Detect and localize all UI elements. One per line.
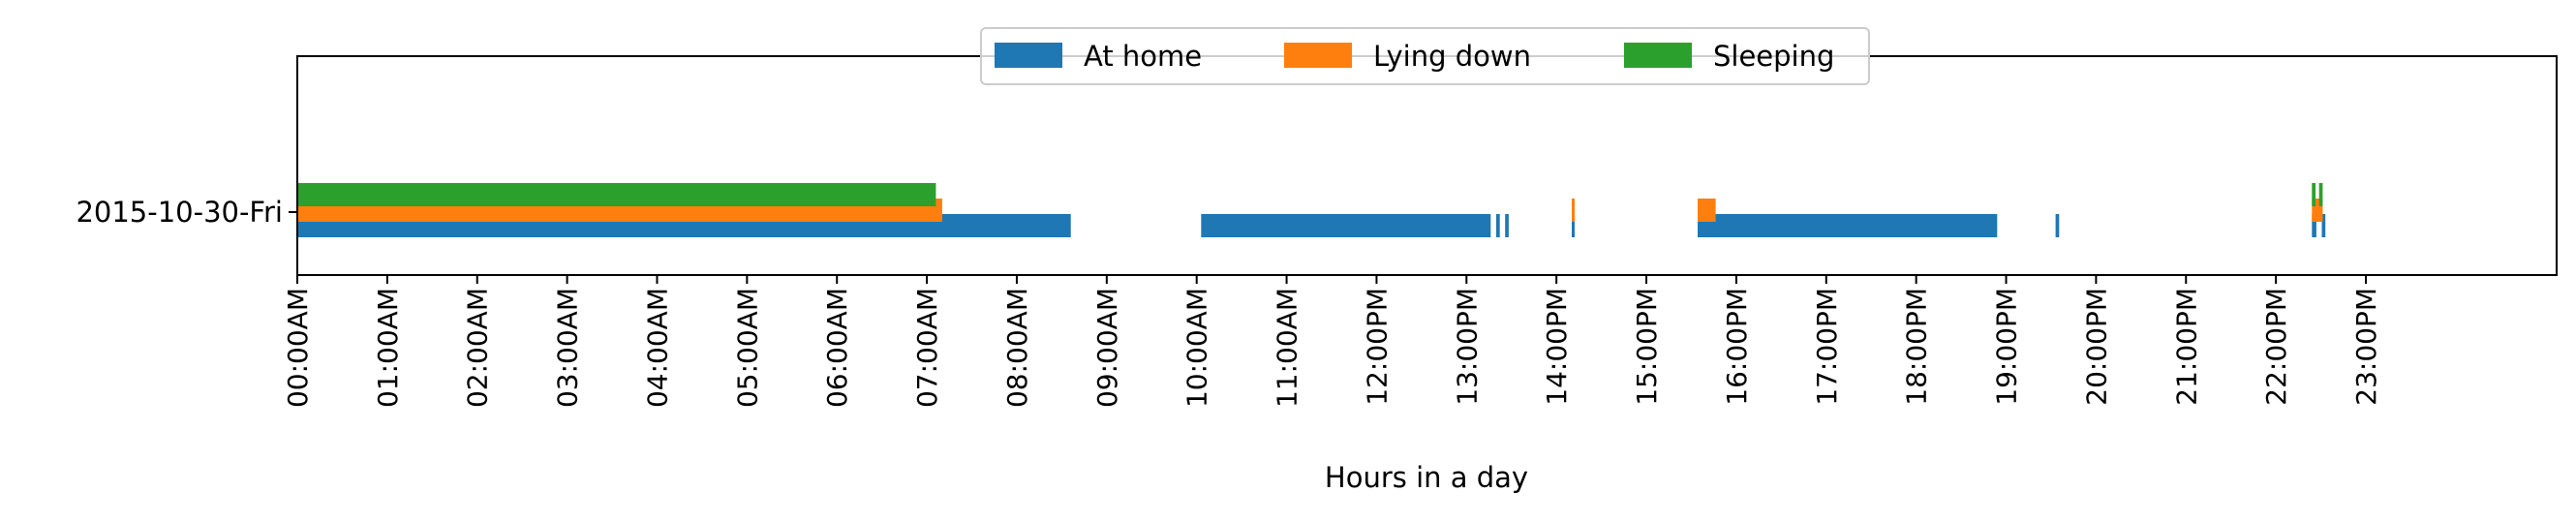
- x-tick-label: 00:00AM: [282, 288, 314, 408]
- x-tick-label: 11:00AM: [1272, 288, 1303, 408]
- bar-lying-down-1: [1572, 199, 1575, 222]
- x-tick-label: 02:00AM: [462, 288, 494, 408]
- bar-lying-down-2: [1698, 199, 1716, 222]
- bar-sleeping-2: [2318, 183, 2323, 206]
- x-tick-label: 23:00PM: [2350, 288, 2382, 406]
- x-tick-label: 10:00AM: [1181, 288, 1213, 408]
- bar-at-home-1: [1201, 214, 1491, 237]
- x-tick-label: 19:00PM: [1991, 288, 2023, 406]
- x-tick-label: 05:00AM: [731, 288, 763, 408]
- bar-sleeping-0: [297, 183, 936, 206]
- legend-box: [980, 27, 1870, 85]
- legend-swatch-lying-down: [1284, 43, 1352, 68]
- x-tick-label: 16:00PM: [1721, 288, 1753, 406]
- x-tick-label: 22:00PM: [2260, 288, 2292, 406]
- legend-label: Sleeping: [1713, 40, 1834, 73]
- bar-at-home-6: [2055, 214, 2060, 237]
- bar-at-home-7: [2312, 214, 2316, 237]
- x-tick-label: 06:00AM: [821, 288, 853, 408]
- x-tick-label: 17:00PM: [1811, 288, 1843, 406]
- bar-at-home-8: [2321, 214, 2326, 237]
- plot-area: [297, 56, 2557, 275]
- legend-label: At home: [1084, 40, 1202, 73]
- bar-sleeping-1: [2312, 183, 2315, 206]
- legend-label: Lying down: [1373, 40, 1531, 73]
- x-tick-label: 14:00PM: [1541, 288, 1573, 406]
- legend-swatch-at-home: [995, 43, 1062, 68]
- bar-at-home-3: [1505, 214, 1509, 237]
- x-tick-label: 03:00AM: [552, 288, 584, 408]
- x-axis-label: Hours in a day: [1325, 461, 1528, 494]
- x-tick-label: 07:00AM: [911, 288, 943, 408]
- x-axis: 00:00AM 01:00AM 02:00AM 03:00AM 04:00AM 05:00…: [282, 275, 2382, 408]
- x-tick-label: 12:00PM: [1361, 288, 1393, 406]
- x-tick-label: 01:00AM: [372, 288, 404, 408]
- x-tick-label: 08:00AM: [1001, 288, 1033, 408]
- x-tick-label: 15:00PM: [1631, 288, 1663, 406]
- x-tick-label: 09:00AM: [1091, 288, 1123, 408]
- bar-at-home-5: [1698, 214, 1998, 237]
- y-axis: 2015-10-30-Fri: [76, 196, 297, 229]
- bar-lying-down-3: [2312, 199, 2323, 222]
- bar-at-home-4: [1572, 214, 1575, 237]
- legend-swatch-sleeping: [1624, 43, 1692, 68]
- y-tick-label: 2015-10-30-Fri: [76, 196, 283, 229]
- x-tick-label: 21:00PM: [2170, 288, 2202, 406]
- legend: At home Lying down Sleeping: [980, 27, 1870, 85]
- bars-layer: [297, 183, 2326, 237]
- x-tick-label: 18:00PM: [1901, 288, 1933, 406]
- x-tick-label: 20:00PM: [2080, 288, 2112, 406]
- x-tick-label: 04:00AM: [641, 288, 673, 408]
- bar-at-home-2: [1496, 214, 1500, 237]
- x-tick-label: 13:00PM: [1451, 288, 1483, 406]
